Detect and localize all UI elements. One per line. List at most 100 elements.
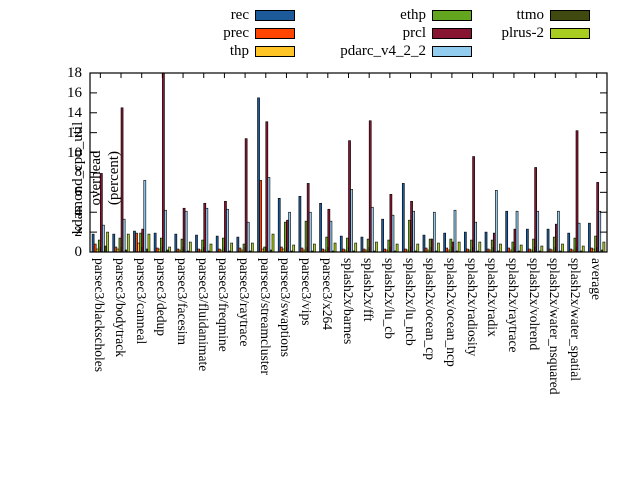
bar-plrus-2-parsec3/freqmine	[230, 242, 233, 253]
legend: rec prec thp ethp prcl pdarc_v4_2_2 ttmo plrus-…	[0, 4, 640, 62]
legend-label-prec: prec	[223, 25, 249, 41]
bar-rec-splash2x/radix	[484, 231, 488, 253]
legend-item-thp: thp	[145, 44, 295, 60]
y-tick-label-6: 6	[74, 184, 83, 201]
bar-prcl-splash2x/volrend	[534, 167, 537, 253]
bar-rec-splash2x/water_nsquared	[546, 228, 550, 253]
legend-label-rec: rec	[230, 7, 249, 23]
bar-pdarc_v4_2_2-parsec3/fluidanimate	[205, 207, 209, 253]
legend-label-ethp: ethp	[400, 7, 426, 23]
bar-pdarc_v4_2_2-parsec3/swaptions	[288, 211, 291, 253]
x-tick-label-splash2x/lu_cb: splash2x/lu_cb	[381, 258, 397, 339]
y-tick-label-14: 14	[67, 104, 82, 121]
bar-prec-parsec3/bodytrack	[114, 246, 118, 253]
bar-pdarc_v4_2_2-splash2x/water_nsquared	[557, 210, 560, 253]
bar-prcl-parsec3/facesim	[182, 207, 186, 253]
bar-prcl-parsec3/freqmine	[224, 200, 227, 253]
legend-swatch-prec	[255, 28, 295, 39]
x-tick-label-splash2x/barnes: splash2x/barnes	[340, 258, 356, 345]
bar-prcl-splash2x/water_spatial	[575, 130, 579, 253]
legend-label-plrus-2: plrus-2	[501, 25, 545, 41]
bar-pdarc_v4_2_2-parsec3/canneal	[143, 180, 147, 253]
bar-prcl-splash2x/radiosity	[472, 156, 475, 253]
y-tick-label-18: 18	[67, 65, 82, 81]
bar-rec-parsec3/vips	[298, 196, 302, 253]
bar-prec-parsec3/streamcluster	[259, 180, 262, 253]
bar-plrus-2-splash2x/raytrace	[519, 244, 523, 253]
bar-pdarc_v4_2_2-splash2x/ocean_cp	[432, 211, 436, 253]
x-tick-label-parsec3/x264: parsec3/x264	[319, 258, 335, 330]
bar-pdarc_v4_2_2-splash2x/lu_ncb	[412, 210, 415, 253]
bar-pdarc_v4_2_2-splash2x/radix	[495, 190, 498, 253]
bar-prcl-parsec3/streamcluster	[265, 121, 269, 253]
y-tick-label-10: 10	[67, 144, 82, 161]
legend-swatch-ttmo	[550, 10, 590, 21]
bar-pdarc_v4_2_2-parsec3/x264	[329, 220, 333, 253]
bar-rec-parsec3/freqmine	[215, 235, 219, 253]
bar-plrus-2-splash2x/radix	[499, 243, 502, 253]
bar-plrus-2-parsec3/bodytrack	[126, 233, 130, 253]
bar-rec-splash2x/ocean_ncp	[443, 232, 446, 253]
bar-prcl-average	[596, 182, 600, 253]
legend-swatch-pdarc_v4_2_2	[432, 46, 472, 57]
bar-pdarc_v4_2_2-parsec3/streamcluster	[267, 177, 271, 253]
bar-plrus-2-parsec3/raytrace	[251, 242, 254, 253]
bar-prcl-parsec3/blackscholes	[100, 173, 103, 253]
bar-thp-parsec3/canneal	[137, 242, 140, 253]
legend-swatch-ethp	[432, 10, 472, 21]
bar-pdarc_v4_2_2-splash2x/water_spatial	[577, 222, 581, 253]
bar-plrus-2-splash2x/lu_ncb	[416, 243, 420, 253]
bar-pdarc_v4_2_2-splash2x/lu_cb	[391, 214, 395, 253]
bar-pdarc_v4_2_2-splash2x/raytrace	[515, 210, 519, 253]
bar-rec-splash2x/fft	[360, 236, 364, 253]
legend-item-plrus-2: plrus-2	[440, 26, 590, 42]
x-tick-label-parsec3/streamcluster: parsec3/streamcluster	[257, 258, 273, 375]
bar-pdarc_v4_2_2-parsec3/vips	[308, 211, 312, 253]
x-tick-label-parsec3/facesim: parsec3/facesim	[175, 258, 191, 345]
legend-item-prec: prec	[145, 26, 295, 42]
bar-pdarc_v4_2_2-parsec3/facesim	[184, 210, 188, 253]
bar-plrus-2-splash2x/radiosity	[478, 241, 482, 253]
bar-plrus-2-parsec3/swaptions	[292, 244, 296, 253]
y-tick-label-16: 16	[67, 84, 82, 101]
bar-plrus-2-splash2x/ocean_cp	[437, 242, 440, 253]
bar-rec-parsec3/facesim	[174, 233, 178, 253]
bar-pdarc_v4_2_2-parsec3/raytrace	[246, 221, 250, 253]
bar-pdarc_v4_2_2-splash2x/volrend	[536, 210, 540, 253]
legend-label-thp: thp	[229, 43, 249, 59]
y-tick-label-2: 2	[74, 224, 83, 241]
x-tick-label-parsec3/canneal: parsec3/canneal	[133, 258, 149, 345]
bar-plrus-2-splash2x/lu_cb	[395, 243, 399, 253]
x-tick-label-parsec3/vips: parsec3/vips	[299, 258, 315, 326]
legend-swatch-plrus-2	[550, 28, 590, 39]
x-tick-label-splash2x/radix: splash2x/radix	[485, 258, 501, 337]
bar-prcl-splash2x/lu_cb	[389, 194, 393, 253]
x-tick-label-parsec3/fluidanimate: parsec3/fluidanimate	[195, 258, 211, 372]
bar-plrus-2-splash2x/water_spatial	[581, 245, 585, 253]
x-tick-label-parsec3/blackscholes: parsec3/blackscholes	[92, 258, 108, 372]
bar-rec-splash2x/radiosity	[464, 231, 467, 253]
x-tick-label-parsec3/bodytrack: parsec3/bodytrack	[113, 258, 129, 357]
legend-swatch-rec	[255, 10, 295, 21]
legend-item-pdarc_v4_2_2: pdarc_v4_2_2	[322, 44, 472, 60]
bar-ttmo-parsec3/blackscholes	[104, 245, 107, 253]
bar-prcl-splash2x/lu_ncb	[410, 200, 413, 253]
x-tick-label-splash2x/raytrace: splash2x/raytrace	[505, 258, 521, 353]
bar-prcl-parsec3/raytrace	[244, 138, 248, 253]
bar-rec-parsec3/streamcluster	[257, 97, 260, 253]
x-tick-label-splash2x/water_spatial: splash2x/water_spatial	[567, 258, 583, 381]
bar-plrus-2-splash2x/fft	[375, 241, 378, 253]
x-tick-label-splash2x/ocean_ncp: splash2x/ocean_ncp	[443, 258, 459, 367]
bar-plrus-2-parsec3/canneal	[147, 233, 151, 253]
bar-rec-parsec3/x264	[319, 202, 322, 253]
bar-rec-parsec3/swaptions	[277, 198, 281, 253]
bar-rec-parsec3/bodytrack	[112, 233, 116, 253]
x-tick-label-average: average	[588, 258, 604, 300]
bar-rec-splash2x/barnes	[339, 235, 343, 253]
bar-pdarc_v4_2_2-splash2x/barnes	[350, 189, 353, 253]
bar-plrus-2-average	[602, 241, 606, 253]
x-tick-label-parsec3/raytrace: parsec3/raytrace	[237, 258, 253, 347]
bar-pdarc_v4_2_2-splash2x/ocean_ncp	[453, 209, 457, 253]
bar-prcl-parsec3/x264	[327, 208, 331, 253]
